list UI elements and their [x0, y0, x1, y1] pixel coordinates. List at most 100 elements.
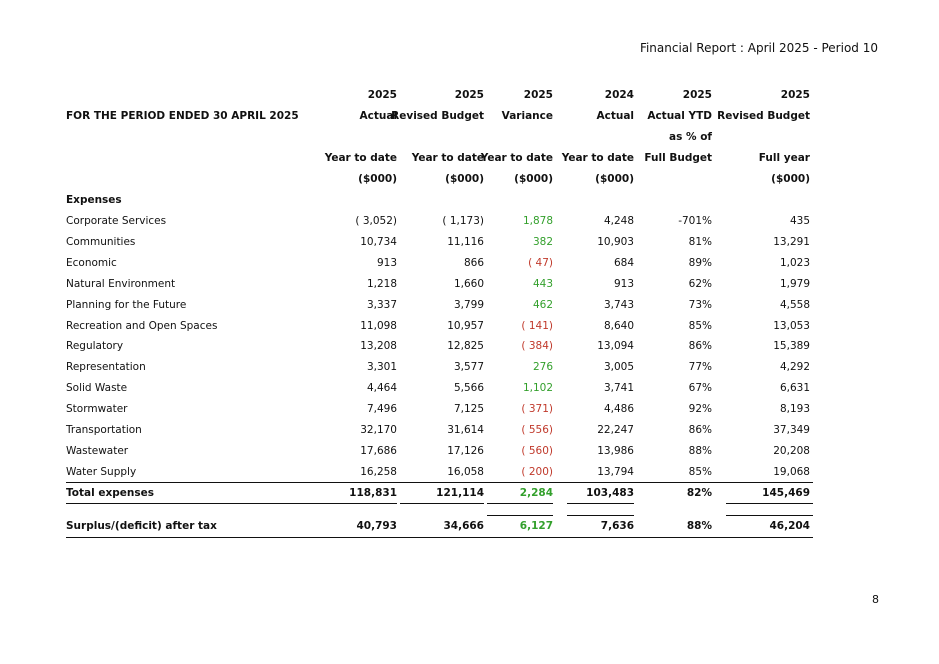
row-value: 382 — [532, 236, 553, 248]
row-value: 19,068 — [773, 466, 810, 478]
row-value: ( 1,173) — [442, 215, 484, 227]
row-value: 1,023 — [779, 257, 810, 269]
column-header-year: 2024 — [604, 89, 634, 101]
column-header-unit: ($000) — [771, 173, 810, 185]
column-header-title: Actual — [596, 110, 634, 122]
row-value: 13,986 — [597, 445, 634, 457]
column-header-subtitle: Year to date — [561, 152, 634, 164]
surplus-value: 7,636 — [600, 520, 634, 532]
total-value: 82% — [686, 487, 712, 499]
surplus-value: 34,666 — [443, 520, 484, 532]
row-value: ( 371) — [521, 403, 553, 415]
row-label: Representation — [66, 361, 146, 373]
row-value: 7,125 — [453, 403, 484, 415]
row-value: 3,743 — [603, 299, 634, 311]
total-value: 145,469 — [762, 487, 810, 499]
row-value: 462 — [532, 299, 553, 311]
row-value: 1,878 — [522, 215, 553, 227]
row-value: 13,794 — [597, 466, 634, 478]
row-value: 20,208 — [773, 445, 810, 457]
row-value: 1,102 — [522, 382, 553, 394]
surplus-top-rule — [726, 515, 813, 516]
row-value: 92% — [688, 403, 712, 415]
row-value: 4,558 — [779, 299, 810, 311]
row-value: 1,660 — [453, 278, 484, 290]
row-value: 15,389 — [773, 340, 810, 352]
row-value: 1,218 — [366, 278, 397, 290]
section-label-expenses: Expenses — [66, 194, 122, 206]
row-value: 81% — [688, 236, 712, 248]
row-value: 3,799 — [453, 299, 484, 311]
row-value: 3,337 — [366, 299, 397, 311]
total-value: 118,831 — [349, 487, 397, 499]
column-header-title: Revised Budget — [717, 110, 810, 122]
surplus-bottom-rule — [66, 537, 813, 538]
row-value: ( 47) — [528, 257, 553, 269]
row-value: 62% — [688, 278, 712, 290]
column-header-title: Actual YTD — [647, 110, 712, 122]
row-value: ( 560) — [521, 445, 553, 457]
row-label: Wastewater — [66, 445, 129, 457]
row-value: 10,957 — [447, 320, 484, 332]
row-value: 913 — [613, 278, 634, 290]
row-value: ( 3,052) — [355, 215, 397, 227]
row-value: 435 — [789, 215, 810, 227]
row-value: 276 — [532, 361, 553, 373]
row-value: 73% — [688, 299, 712, 311]
total-bottom-rule — [66, 503, 397, 504]
column-header-year: 2025 — [523, 89, 553, 101]
row-value: 85% — [688, 320, 712, 332]
column-header-unit: ($000) — [358, 173, 397, 185]
row-value: 13,053 — [773, 320, 810, 332]
period-label: FOR THE PERIOD ENDED 30 APRIL 2025 — [66, 110, 299, 122]
row-value: 4,486 — [603, 403, 634, 415]
row-value: 4,464 — [366, 382, 397, 394]
total-bottom-rule — [487, 503, 553, 504]
column-header-subtitle: Full year — [758, 152, 810, 164]
row-label: Water Supply — [66, 466, 137, 478]
column-header-subtitle: Full Budget — [644, 152, 712, 164]
surplus-label: Surplus/(deficit) after tax — [66, 520, 217, 532]
column-header-year: 2025 — [682, 89, 712, 101]
row-value: 913 — [376, 257, 397, 269]
row-value: ( 200) — [521, 466, 553, 478]
row-value: 12,825 — [447, 340, 484, 352]
surplus-top-rule — [567, 515, 634, 516]
row-value: 4,248 — [603, 215, 634, 227]
row-value: 31,614 — [447, 424, 484, 436]
row-value: 7,496 — [366, 403, 397, 415]
row-value: ( 384) — [521, 340, 553, 352]
row-value: 6,631 — [779, 382, 810, 394]
column-header-subtitle: Year to date — [480, 152, 553, 164]
column-header-title: Variance — [501, 110, 553, 122]
column-header-extra: as % of — [669, 131, 712, 143]
column-header-unit: ($000) — [514, 173, 553, 185]
total-label: Total expenses — [66, 487, 154, 499]
row-value: 3,301 — [366, 361, 397, 373]
row-value: -701% — [678, 215, 712, 227]
total-value: 103,483 — [586, 487, 634, 499]
total-bottom-rule — [726, 503, 813, 504]
surplus-value: 6,127 — [519, 520, 553, 532]
row-value: 3,741 — [603, 382, 634, 394]
row-label: Natural Environment — [66, 278, 176, 290]
page-number: 8 — [872, 593, 879, 606]
row-value: 866 — [463, 257, 484, 269]
column-header-year: 2025 — [780, 89, 810, 101]
row-value: 8,193 — [779, 403, 810, 415]
row-value: 13,208 — [360, 340, 397, 352]
row-label: Solid Waste — [66, 382, 128, 394]
row-value: 32,170 — [360, 424, 397, 436]
row-value: 86% — [688, 424, 712, 436]
total-bottom-rule — [400, 503, 484, 504]
total-bottom-rule — [567, 503, 634, 504]
row-value: 1,979 — [779, 278, 810, 290]
row-label: Planning for the Future — [66, 299, 187, 311]
report-title: Financial Report : April 2025 - Period 1… — [639, 41, 878, 55]
column-header-year: 2025 — [454, 89, 484, 101]
row-value: 67% — [688, 382, 712, 394]
row-value: 443 — [532, 278, 553, 290]
row-value: 5,566 — [453, 382, 484, 394]
surplus-value: 46,204 — [769, 520, 810, 532]
row-value: 11,116 — [447, 236, 484, 248]
